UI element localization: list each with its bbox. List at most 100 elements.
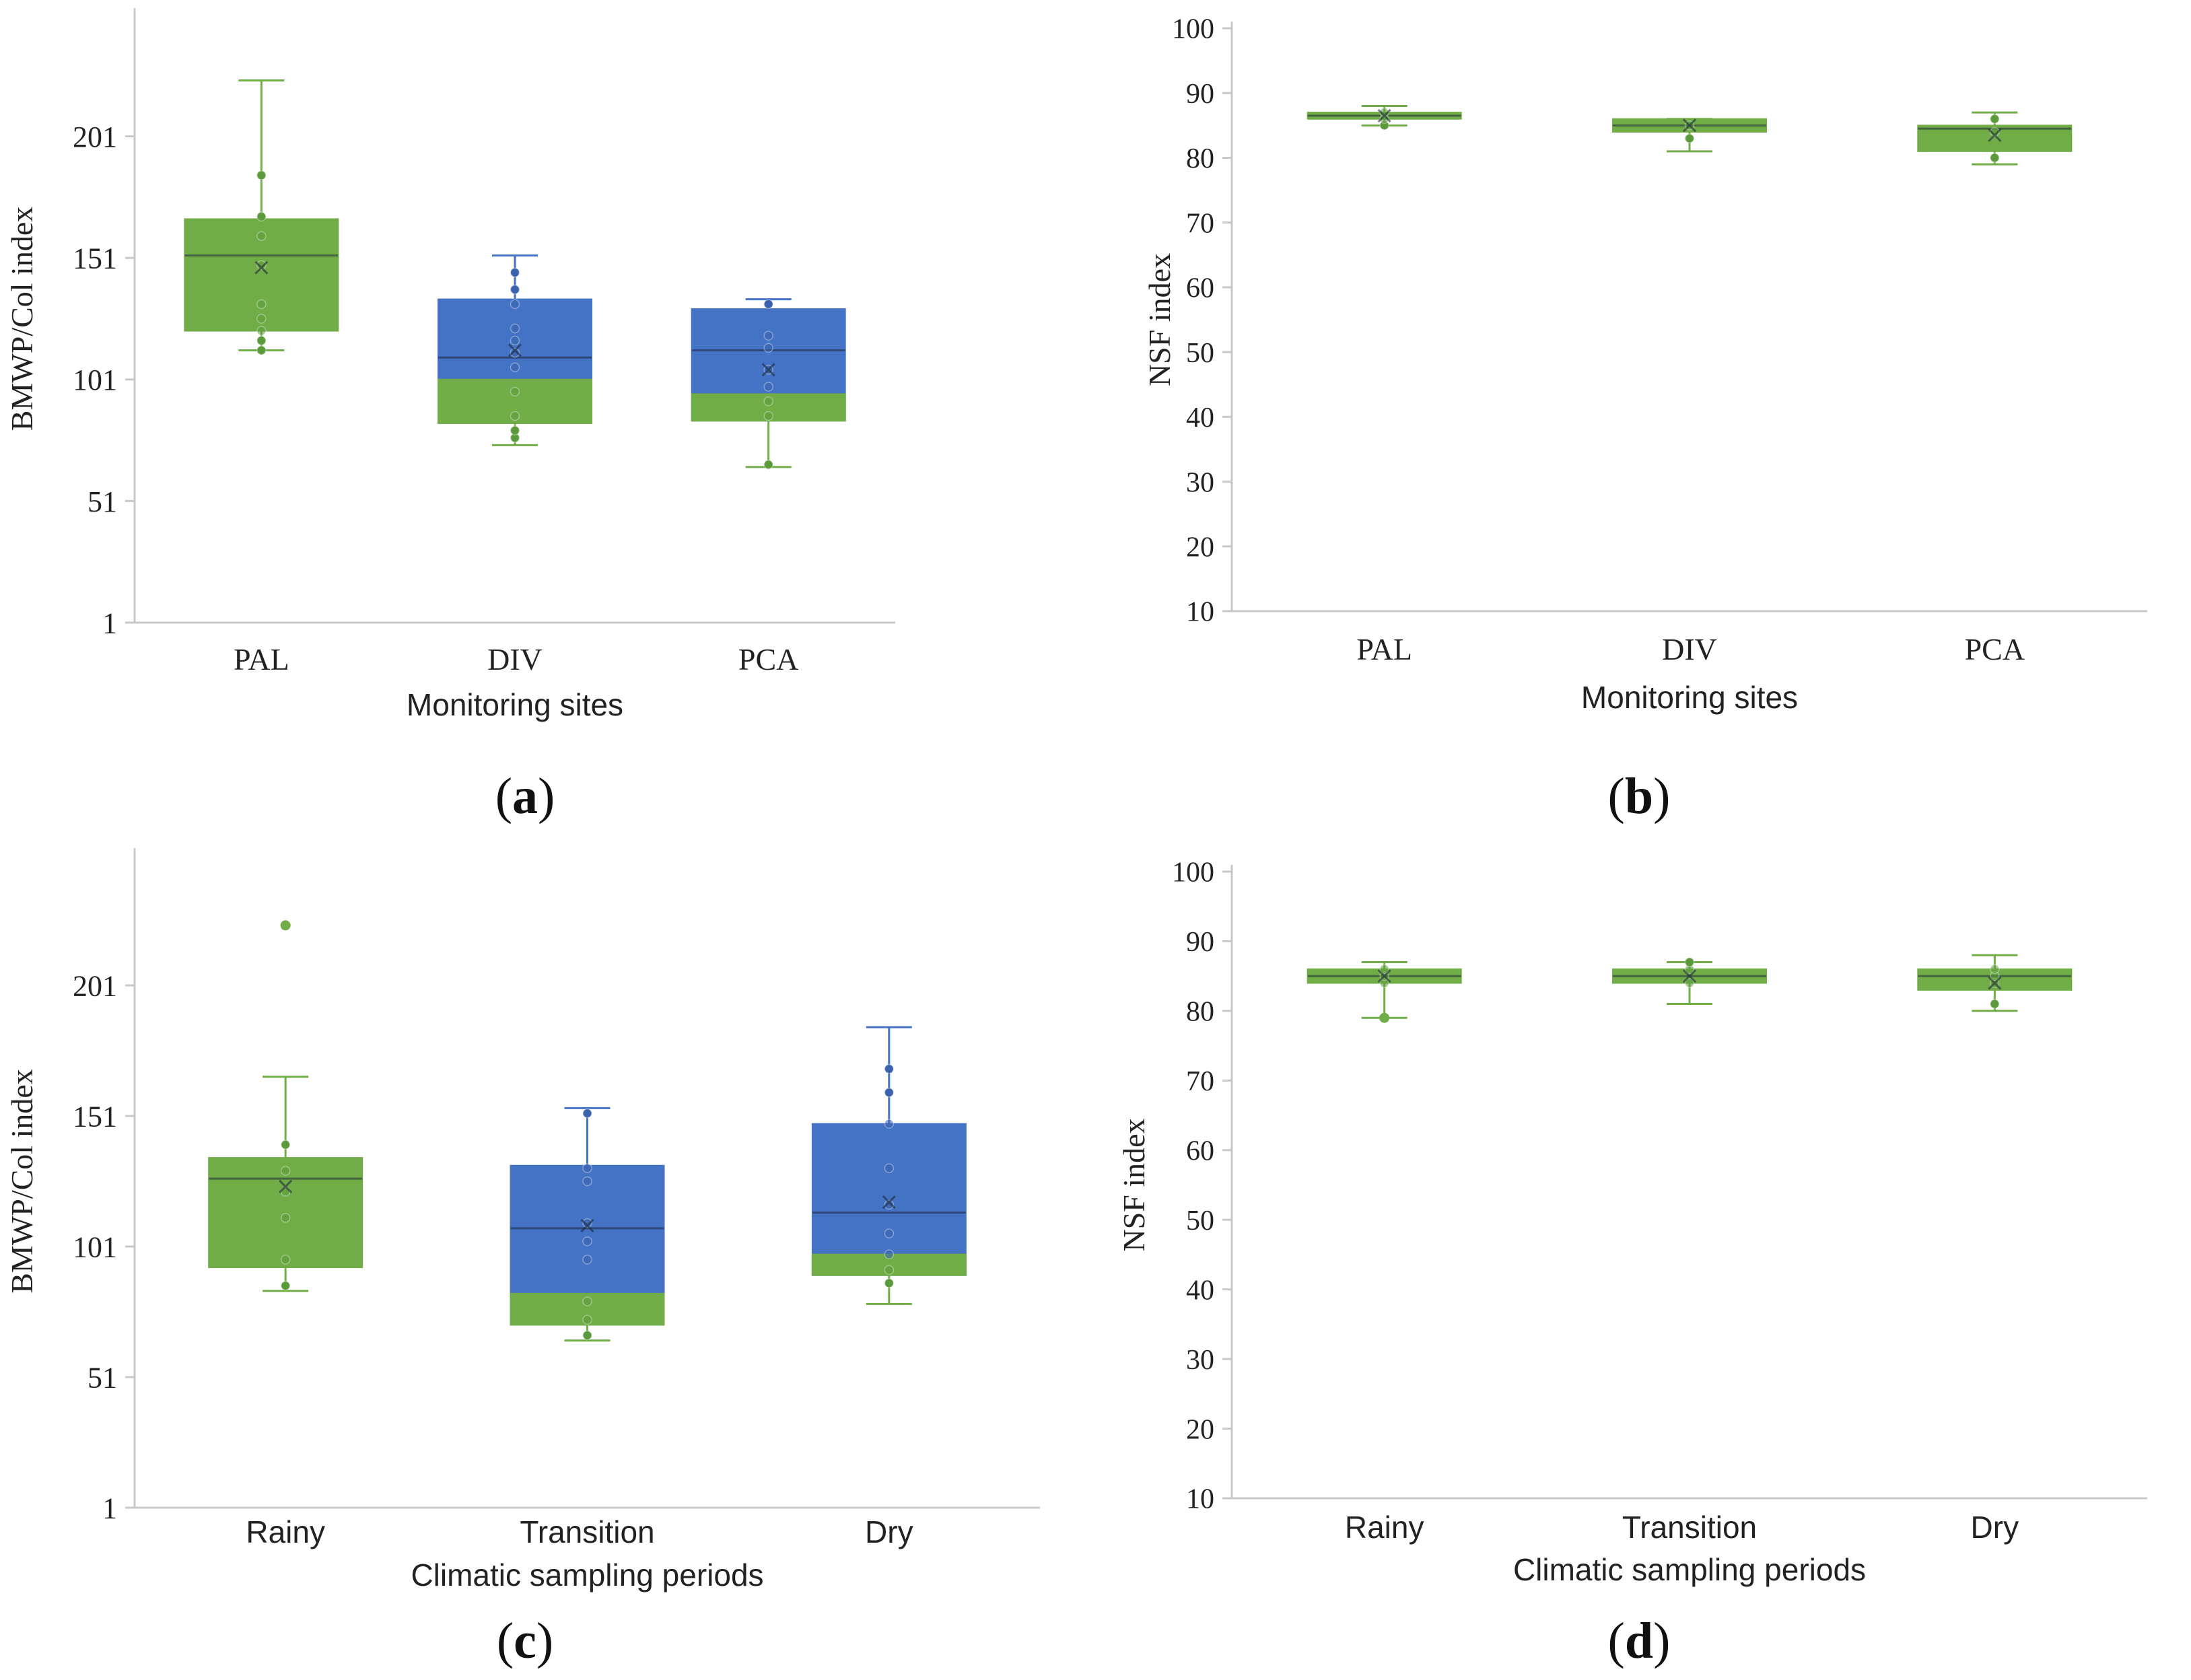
point-c-2-8: [884, 1063, 895, 1074]
point-a-2-1: [763, 411, 773, 421]
y-tick-label-d-80: 80: [1186, 997, 1214, 1028]
y-tick-label-c-101: 101: [73, 1230, 117, 1263]
point-d-1-0: [1684, 978, 1695, 988]
point-b-1-0: [1684, 133, 1695, 143]
y-tick-label-b-20: 20: [1186, 532, 1214, 563]
point-a-1-4: [510, 362, 520, 372]
point-a-0-5: [256, 260, 267, 271]
y-tick-label-d-60: 60: [1186, 1135, 1214, 1166]
x-axis-title-a: Monitoring sites: [407, 687, 623, 722]
panel-label-b: (b): [1607, 768, 1671, 825]
mean-marker-c-2: [882, 1195, 896, 1210]
y-tick-label-b-50: 50: [1186, 338, 1214, 369]
y-axis-title-d: NSF index: [1117, 1118, 1151, 1251]
mean-marker-a-0: [254, 260, 269, 275]
x-tick-label-d-2: Dry: [1971, 1510, 2019, 1545]
y-tick-label-d-20: 20: [1186, 1414, 1214, 1445]
point-a-1-1: [510, 425, 520, 435]
point-a-2-7: [763, 299, 773, 310]
point-a-0-3: [256, 314, 267, 324]
point-c-0-5: [280, 1140, 291, 1150]
point-a-1-3: [510, 386, 520, 397]
point-a-1-9: [510, 284, 520, 295]
y-tick-label-c-201: 201: [73, 969, 117, 1002]
box-c-0: [208, 1157, 363, 1269]
y-tick-label-b-30: 30: [1186, 467, 1214, 498]
point-c-0-4: [280, 1166, 291, 1176]
point-a-1-10: [510, 267, 520, 278]
y-tick-label-b-70: 70: [1186, 208, 1214, 239]
point-a-2-3: [763, 382, 773, 392]
y-tick-label-d-30: 30: [1186, 1345, 1214, 1376]
y-tick-label-b-90: 90: [1186, 79, 1214, 110]
point-a-1-5: [510, 347, 520, 358]
point-a-0-4: [256, 299, 267, 310]
outlier-c-0-0: [280, 920, 291, 931]
x-tick-label-d-1: Transition: [1622, 1510, 1757, 1545]
point-a-2-0: [763, 459, 773, 470]
mean-marker-d-1: [1682, 969, 1697, 983]
point-a-2-5: [763, 343, 773, 353]
x-tick-label-c-0: Rainy: [246, 1514, 325, 1549]
point-a-2-6: [763, 330, 773, 341]
point-a-0-8: [256, 170, 267, 180]
y-tick-label-d-70: 70: [1186, 1066, 1214, 1097]
mean-marker-c-1: [580, 1218, 594, 1233]
y-tick-label-b-80: 80: [1186, 143, 1214, 174]
x-tick-label-b-0: PAL: [1356, 632, 1412, 666]
point-a-2-2: [763, 396, 773, 407]
mean-marker-b-2: [1988, 128, 2002, 142]
y-tick-label-b-60: 60: [1186, 273, 1214, 304]
point-c-1-3: [582, 1255, 592, 1265]
y-tick-label-c-1: 1: [102, 1492, 117, 1525]
point-d-2-0: [1990, 999, 2000, 1009]
point-a-0-0: [256, 345, 267, 355]
mean-marker-a-1: [508, 343, 522, 357]
outlier-d-0-0: [1379, 1012, 1390, 1023]
point-c-1-4: [582, 1236, 592, 1247]
mean-marker-a-2: [761, 363, 775, 377]
point-a-0-1: [256, 335, 267, 346]
point-c-2-4: [884, 1199, 895, 1210]
point-d-1-2: [1684, 957, 1695, 967]
y-tick-label-d-100: 100: [1172, 858, 1214, 888]
y-tick-label-a-201: 201: [73, 120, 117, 153]
x-axis-title-d: Climatic sampling periods: [1513, 1552, 1866, 1587]
mean-marker-c-0: [279, 1179, 293, 1193]
y-tick-label-b-10: 10: [1186, 597, 1214, 628]
x-axis-title-b: Monitoring sites: [1581, 680, 1798, 715]
point-a-0-2: [256, 326, 267, 336]
point-a-1-7: [510, 323, 520, 334]
point-c-1-7: [582, 1163, 592, 1173]
point-c-2-5: [884, 1163, 895, 1173]
panel-label-d: (d): [1607, 1613, 1671, 1669]
x-tick-label-a-2: PCA: [738, 642, 798, 676]
point-c-1-2: [582, 1296, 592, 1306]
point-a-0-7: [256, 211, 267, 222]
x-tick-label-a-1: DIV: [487, 642, 543, 676]
point-b-2-0: [1990, 153, 2000, 163]
point-c-1-5: [582, 1218, 592, 1228]
point-a-0-6: [256, 231, 267, 241]
y-tick-label-d-10: 10: [1186, 1484, 1214, 1515]
x-tick-label-a-0: PAL: [234, 642, 289, 676]
point-d-2-3: [1990, 964, 2000, 975]
point-c-2-6: [884, 1119, 895, 1129]
mean-marker-d-2: [1988, 976, 2002, 990]
point-c-1-1: [582, 1315, 592, 1325]
point-c-1-0: [582, 1330, 592, 1341]
point-d-0-2: [1379, 964, 1389, 975]
x-tick-label-c-1: Transition: [520, 1514, 654, 1549]
y-tick-label-d-90: 90: [1186, 927, 1214, 958]
point-c-2-1: [884, 1265, 895, 1275]
y-tick-label-b-100: 100: [1172, 14, 1214, 45]
x-tick-label-d-0: Rainy: [1345, 1510, 1424, 1545]
point-b-2-2: [1990, 114, 2000, 124]
mean-marker-b-1: [1682, 118, 1697, 133]
panel-label-c: (c): [496, 1613, 554, 1669]
point-a-1-8: [510, 299, 520, 310]
y-tick-label-c-151: 151: [73, 1100, 117, 1133]
point-c-1-6: [582, 1176, 592, 1187]
y-tick-label-a-51: 51: [88, 485, 117, 518]
